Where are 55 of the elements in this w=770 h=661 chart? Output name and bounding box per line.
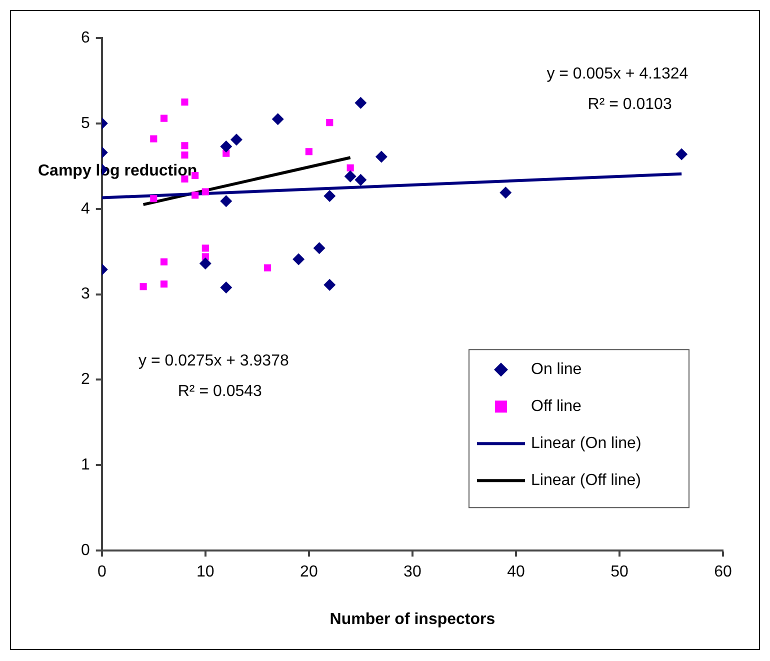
y-tick-label: 5 xyxy=(80,114,90,132)
x-tick-label: 20 xyxy=(300,564,318,581)
point xyxy=(192,192,199,199)
y-tick-label: 2 xyxy=(80,371,90,388)
point xyxy=(230,134,242,146)
x-tick-label: 10 xyxy=(196,564,214,581)
point xyxy=(676,148,688,160)
point xyxy=(150,195,158,202)
legend-label: Linear (On line) xyxy=(531,435,642,452)
point xyxy=(272,113,284,126)
point xyxy=(305,148,312,156)
point xyxy=(375,150,388,163)
point xyxy=(264,264,272,272)
point xyxy=(202,188,209,196)
point xyxy=(354,96,367,109)
point xyxy=(354,174,367,186)
y-tick-label: 0 xyxy=(80,542,90,560)
point xyxy=(324,190,336,202)
point xyxy=(344,170,356,182)
point xyxy=(160,258,168,266)
y-tick-label: 6 xyxy=(80,29,90,46)
point xyxy=(324,278,336,291)
y-tick-label: 1 xyxy=(80,456,90,474)
point xyxy=(202,244,209,252)
annotation: R² = 0.0103 xyxy=(588,96,672,114)
point xyxy=(140,283,147,290)
x-axis-title: Number of inspectors xyxy=(330,610,496,628)
x-tick-label: 40 xyxy=(507,564,525,581)
x-tick-label: 60 xyxy=(714,564,732,581)
legend-label: Off line xyxy=(531,398,582,416)
point xyxy=(181,98,188,106)
point xyxy=(150,135,158,142)
legend-label: Linear (Off line) xyxy=(531,472,641,490)
point xyxy=(220,195,232,208)
point xyxy=(181,152,188,159)
point xyxy=(160,280,168,288)
point xyxy=(292,253,305,266)
point xyxy=(199,258,212,270)
x-tick-label: 0 xyxy=(97,564,106,581)
y-tick-label: 3 xyxy=(80,286,90,303)
point xyxy=(326,119,334,126)
point xyxy=(346,164,354,172)
annotation: y = 0.0275x + 3.9378 xyxy=(138,352,289,370)
point xyxy=(313,242,326,254)
x-tick-label: 50 xyxy=(610,564,628,581)
point xyxy=(160,114,168,122)
point xyxy=(500,186,512,199)
annotation: y = 0.005x + 4.1324 xyxy=(546,65,688,82)
point xyxy=(181,142,188,150)
legend-label: On line xyxy=(531,361,582,378)
point xyxy=(220,281,232,294)
annotation: R² = 0.0543 xyxy=(178,383,262,400)
point xyxy=(220,140,232,152)
x-tick-label: 30 xyxy=(404,564,422,581)
y-tick-label: 4 xyxy=(80,200,90,218)
